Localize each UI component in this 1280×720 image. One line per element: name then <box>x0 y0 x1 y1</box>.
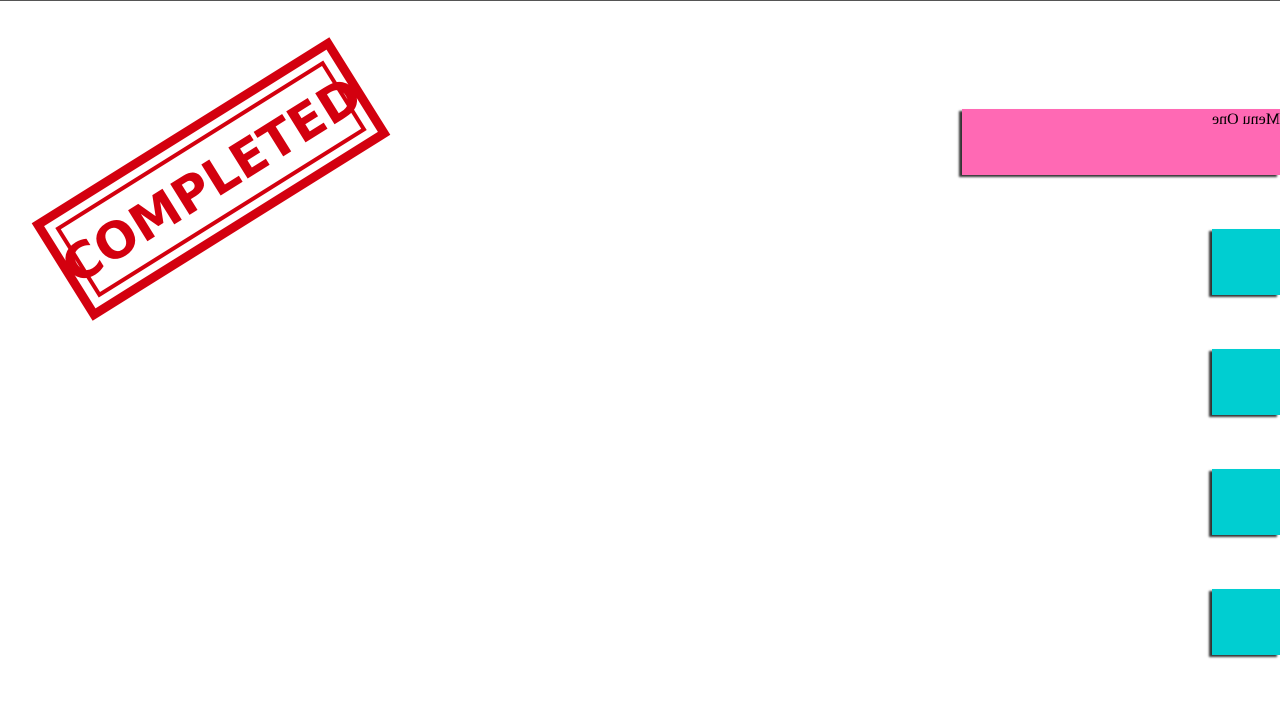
menu-one-button[interactable]: Menu One <box>962 109 1280 175</box>
menu-tab-3[interactable] <box>1212 469 1280 535</box>
menu-tab-2[interactable] <box>1212 349 1280 415</box>
top-border-line <box>0 0 1280 1</box>
menu-tab-4[interactable] <box>1212 589 1280 655</box>
menu-tab-1[interactable] <box>1212 229 1280 295</box>
completed-stamp: COMPLETED <box>22 24 400 334</box>
menu-one-label: Menu One <box>1212 111 1280 128</box>
